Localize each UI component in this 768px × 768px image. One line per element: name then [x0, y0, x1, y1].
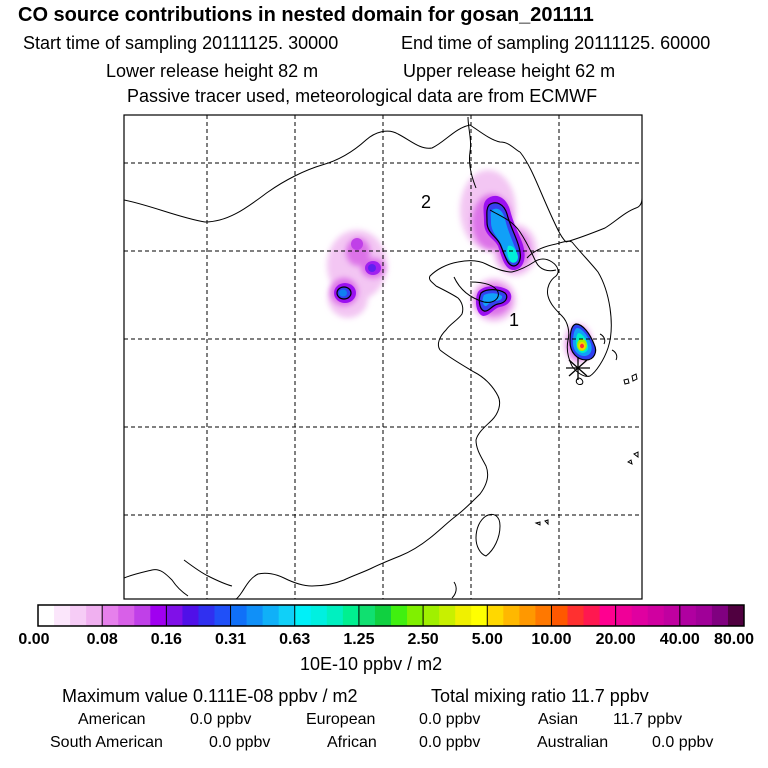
colorbar-tick-label: 0.31 [214, 631, 247, 648]
european-label: European [306, 711, 376, 728]
colorbar-swatch [647, 605, 665, 626]
colorbar-swatch [599, 605, 617, 626]
colorbar-swatch [423, 605, 440, 626]
colorbar-tick-label: 0.08 [86, 631, 118, 648]
colorbar-swatch [118, 605, 135, 626]
colorbar-tick-label: 10.00 [531, 631, 572, 648]
lower-release-label: Lower release height 82 m [106, 61, 319, 81]
colorbar-swatch [294, 605, 312, 626]
colorbar-swatch [262, 605, 280, 626]
colorbar-frame [37, 604, 745, 627]
colorbar-swatch [439, 605, 456, 626]
page-title: CO source contributions in nested domain… [18, 4, 594, 26]
african-value: 0.0 ppbv [419, 734, 481, 751]
colorbar-swatch [679, 605, 697, 626]
colorbar-swatch [134, 605, 151, 626]
australian-label: Australian [537, 734, 609, 751]
colorbar-swatch [615, 605, 633, 626]
start-time-label: Start time of sampling 20111125. 30000 [23, 33, 339, 53]
colorbar-swatch [503, 605, 520, 626]
colorbar-swatch [198, 605, 215, 626]
colorbar-tick-label: 0.00 [18, 631, 50, 648]
region-label-2: 2 [421, 192, 431, 212]
colorbar-swatch [246, 605, 264, 626]
colorbar-swatch [182, 605, 199, 626]
colorbar-swatch [455, 605, 472, 626]
map-frame [123, 114, 643, 600]
concentration-plumes [327, 170, 597, 363]
colorbar-swatch [551, 605, 568, 626]
asian-value: 11.7 ppbv [613, 711, 683, 728]
colorbar-swatch [711, 605, 729, 626]
max-value-text: Maximum value 0.111E-08 ppbv / m2 [62, 686, 358, 706]
colorbar-swatch [695, 605, 713, 626]
colorbar-swatch [102, 605, 119, 626]
colorbar-swatch [86, 605, 103, 626]
colorbar-swatch [166, 605, 183, 626]
european-value: 0.0 ppbv [419, 711, 481, 728]
end-time-label: End time of sampling 20111125. 60000 [401, 33, 711, 53]
colorbar-swatch [631, 605, 649, 626]
colorbar-unit-label: 10E-10 ppbv / m2 [300, 654, 443, 674]
plume-contours [336, 202, 597, 361]
colorbar-swatch [278, 605, 296, 626]
colorbar-swatch [150, 605, 167, 626]
colorbar-swatch [326, 605, 344, 626]
colorbar-swatch [535, 605, 552, 626]
colorbar-swatch [374, 605, 392, 626]
colorbar-tick-label: 40.00 [659, 631, 700, 648]
tracer-note: Passive tracer used, meteorological data… [127, 86, 598, 106]
colorbar-tick-label: 80.00 [713, 631, 755, 648]
colorbar-swatch [583, 605, 601, 626]
colorbar-tick-label: 0.63 [279, 631, 311, 648]
colorbar-swatch [519, 605, 536, 626]
colorbar [37, 604, 745, 627]
colorbar-swatch [567, 605, 585, 626]
total-mixing-text: Total mixing ratio 11.7 ppbv [431, 686, 649, 706]
colorbar-swatch [407, 605, 424, 626]
region-label-1: 1 [509, 310, 519, 330]
south-american-label: South American [50, 734, 163, 751]
asian-label: Asian [538, 711, 579, 728]
south-american-value: 0.0 ppbv [209, 734, 271, 751]
australian-value: 0.0 ppbv [652, 734, 714, 751]
colorbar-swatch [54, 605, 71, 626]
american-label: American [78, 711, 146, 728]
map-gridlines [124, 115, 642, 599]
asterisk-icon [566, 357, 590, 380]
colorbar-tick-label: 1.25 [343, 631, 375, 648]
plume-halo-mid [330, 194, 590, 360]
african-label: African [327, 734, 377, 751]
colorbar-swatch [663, 605, 681, 626]
colorbar-swatch [70, 605, 87, 626]
colorbar-tick-label: 2.50 [407, 631, 439, 648]
american-value: 0.0 ppbv [190, 711, 252, 728]
colorbar-swatch [358, 605, 376, 626]
colorbar-swatch [310, 605, 328, 626]
upper-release-label: Upper release height 62 m [403, 61, 616, 81]
colorbar-swatch [487, 605, 504, 626]
colorbar-swatch [471, 605, 488, 626]
colorbar-swatch [391, 605, 408, 626]
plume-hotspot [570, 324, 596, 360]
colorbar-tick-label: 20.00 [595, 631, 636, 648]
colorbar-swatch [727, 605, 745, 626]
coastlines-borders [124, 116, 642, 599]
colorbar-swatch [38, 605, 55, 626]
colorbar-tick-label: 0.16 [150, 631, 182, 648]
colorbar-tick-label: 5.00 [471, 631, 503, 648]
colorbar-swatch [230, 605, 248, 626]
colorbar-swatch [342, 605, 360, 626]
colorbar-swatch [214, 605, 232, 626]
